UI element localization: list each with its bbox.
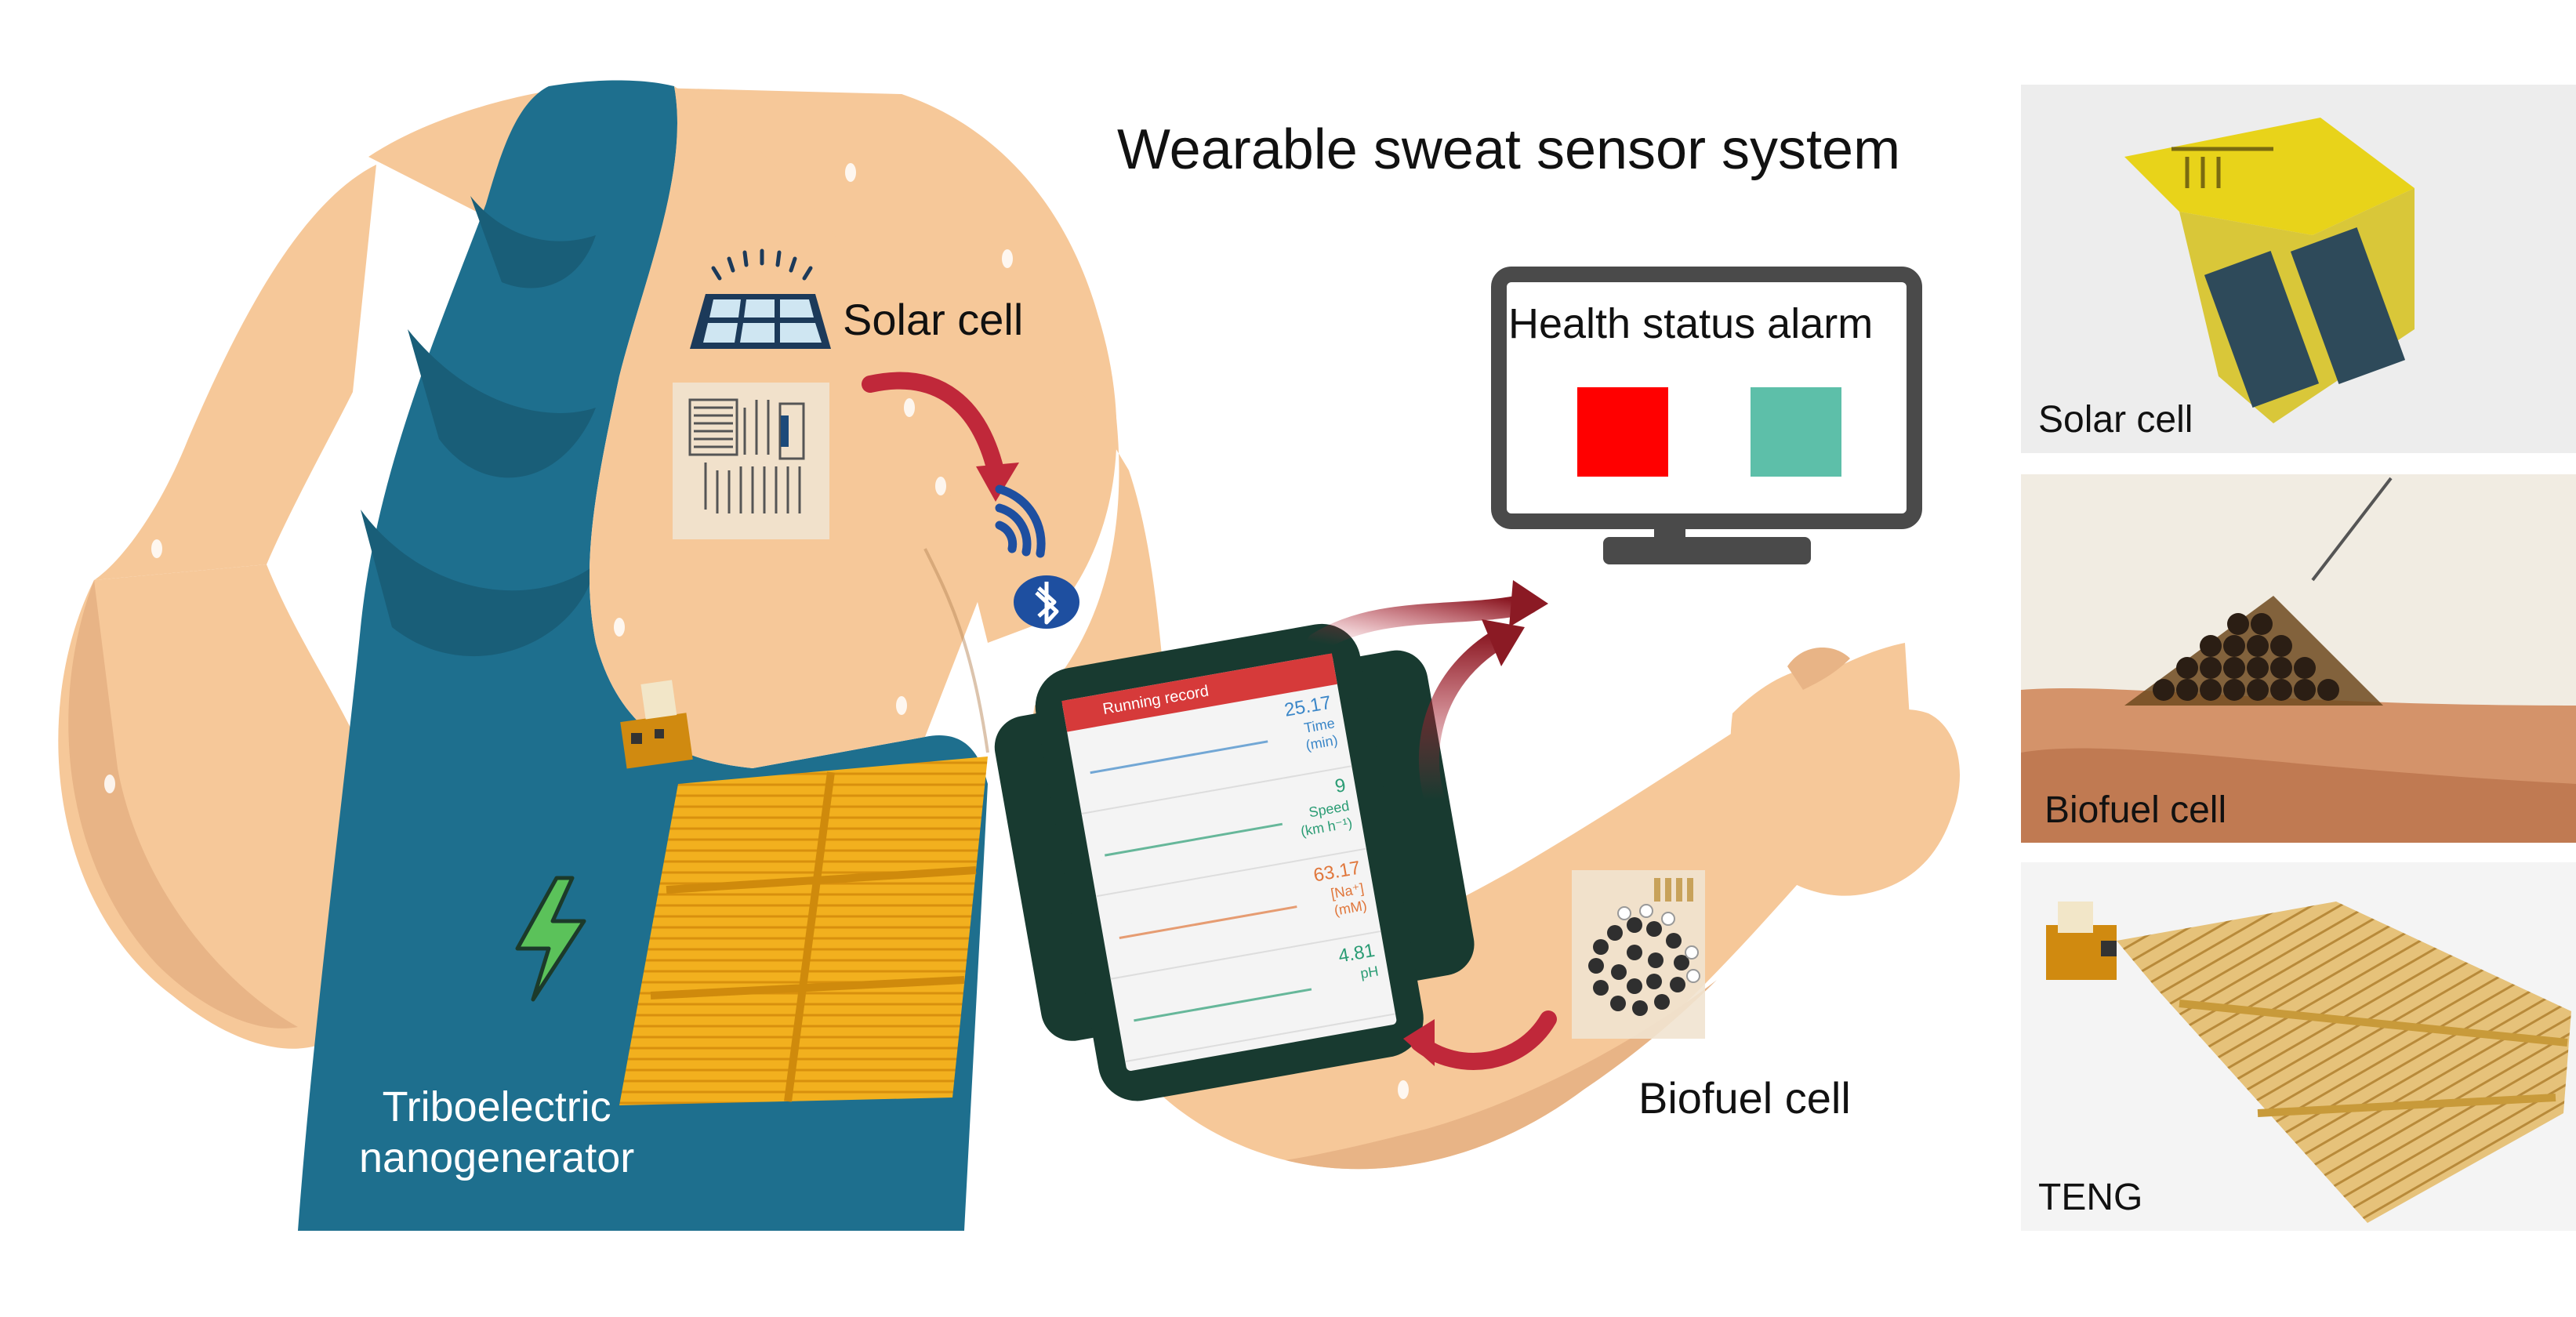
solar-panel-icon bbox=[690, 294, 831, 349]
arrow-device-to-monitor-2 bbox=[1418, 625, 1515, 810]
alarm-red-indicator bbox=[1577, 387, 1668, 477]
health-status-alarm-label: Health status alarm bbox=[1508, 300, 1874, 347]
teng-label-line1: Triboelectric bbox=[382, 1083, 611, 1130]
phone-screen bbox=[1062, 654, 1397, 1071]
phone-row-trace bbox=[1090, 740, 1268, 775]
phone-rows: 25.17 Time (min) 9 Speed (km h⁻¹) 63.17 [Na⁺] (m… bbox=[1067, 684, 1396, 1063]
biofuel-cell-label: Biofuel cell bbox=[1638, 1073, 1851, 1123]
solar-cell-label: Solar cell bbox=[843, 295, 1024, 344]
photo-label-biofuel: Biofuel cell bbox=[2044, 789, 2227, 831]
sun-icon bbox=[711, 249, 813, 281]
photo-label-teng: TENG bbox=[2038, 1177, 2143, 1218]
armband-device bbox=[994, 623, 1475, 1101]
biofuel-patch bbox=[1572, 870, 1705, 1039]
teng-label: Triboelectric nanogenerator bbox=[359, 1082, 634, 1184]
teng-circuit-board bbox=[620, 680, 693, 769]
photo-solar-cell bbox=[2021, 85, 2576, 453]
phone-row-label: pH bbox=[1359, 963, 1380, 982]
wireless-signal-icon bbox=[995, 484, 1046, 558]
right-upper-arm bbox=[902, 94, 1333, 1160]
monitor-icon bbox=[1491, 267, 1922, 564]
fist bbox=[1730, 666, 1960, 896]
phone-row-trace bbox=[1119, 905, 1297, 939]
figure-title: Wearable sweat sensor system bbox=[1117, 118, 1901, 181]
bluetooth-icon bbox=[1014, 575, 1079, 629]
arrow-device-to-monitor-1 bbox=[1307, 593, 1539, 653]
photo-biofuel-cell bbox=[2021, 474, 2576, 843]
phone-row-value: 9 bbox=[1333, 775, 1348, 798]
alarm-green-indicator bbox=[1751, 387, 1841, 477]
photo-teng bbox=[2021, 862, 2576, 1231]
teng-patch bbox=[619, 756, 988, 1105]
phone-row-trace bbox=[1105, 822, 1283, 857]
lightning-bolt-icon bbox=[515, 876, 586, 1002]
phone-row-trace bbox=[1134, 988, 1312, 1022]
sweat-sensor-patch bbox=[673, 383, 829, 539]
teng-label-line2: nanogenerator bbox=[359, 1134, 635, 1181]
sweat-drops bbox=[104, 163, 1409, 1099]
photo-label-solar: Solar cell bbox=[2038, 399, 2193, 441]
arrow-sensor-to-wireless bbox=[862, 372, 1004, 479]
phone-row-unit: (km h⁻¹) bbox=[1299, 815, 1354, 840]
